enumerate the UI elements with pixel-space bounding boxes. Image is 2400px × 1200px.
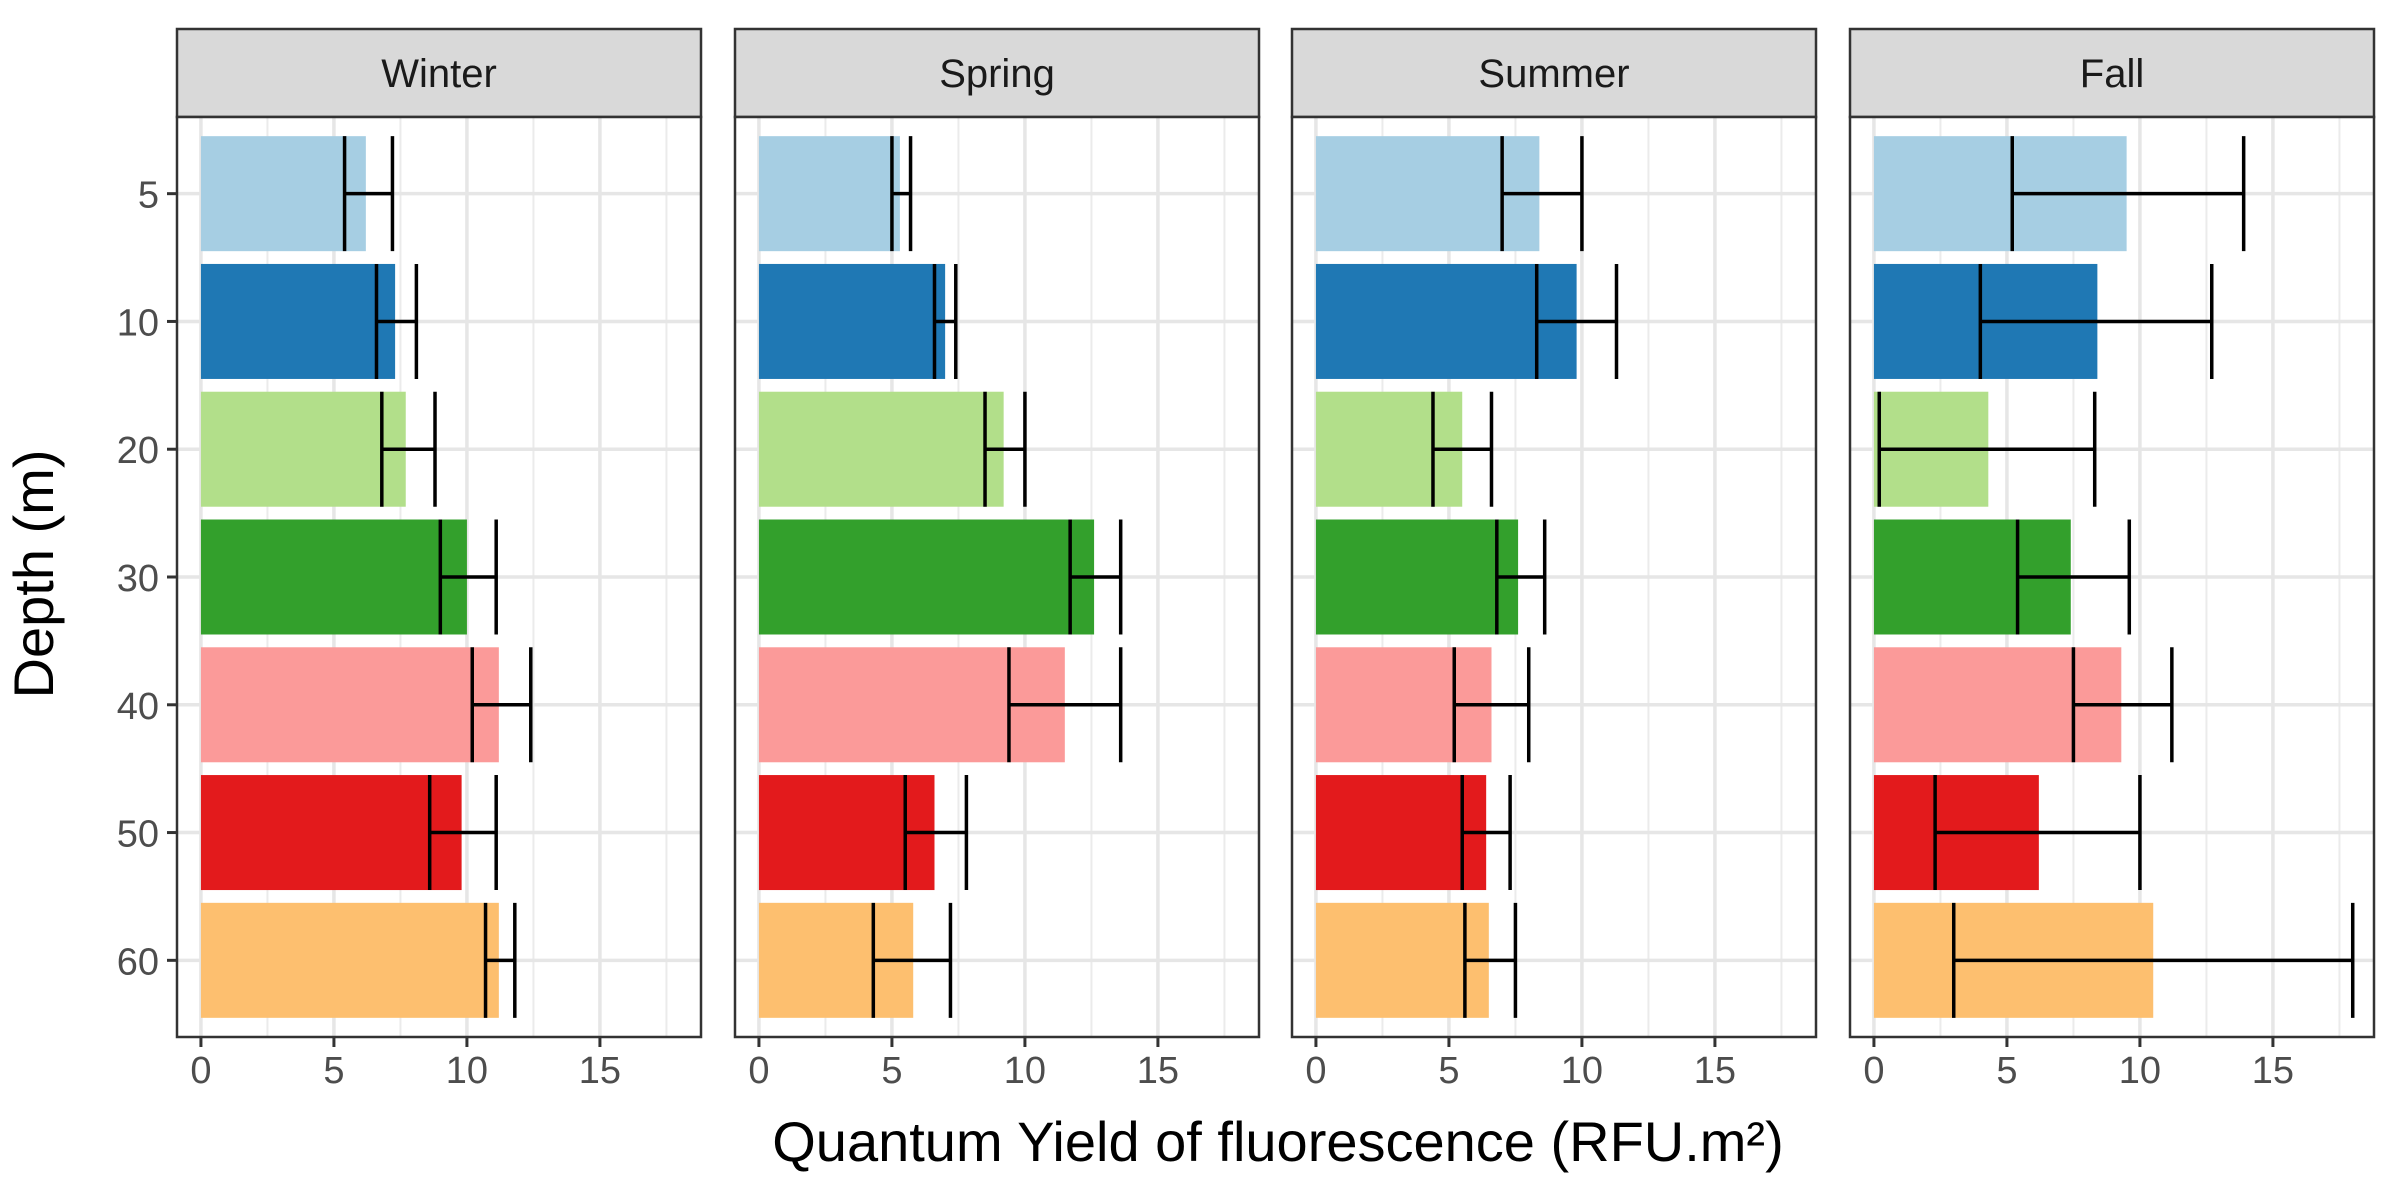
error-bar-depth-5	[890, 136, 913, 252]
bar-depth-30	[200, 519, 467, 635]
error-bar-depth-20	[983, 391, 1027, 507]
x-tick-label: 0	[748, 1050, 769, 1092]
error-bar-depth-40	[1452, 647, 1531, 763]
error-bar-depth-30	[438, 519, 498, 635]
error-bar-depth-30	[2015, 519, 2132, 635]
bar-depth-10	[1315, 263, 1577, 379]
y-tick-label: 50	[117, 814, 159, 856]
bar-depth-50	[1315, 775, 1487, 891]
facet-label: Winter	[381, 52, 497, 96]
panel-border	[1848, 115, 2376, 1039]
error-bar-depth-40	[1007, 647, 1123, 763]
bar-depth-50	[200, 775, 462, 891]
x-tick-label: 15	[579, 1050, 621, 1092]
y-tick-label: 30	[117, 558, 159, 600]
x-tick-label: 0	[1863, 1050, 1884, 1092]
error-bar-depth-60	[1951, 902, 2355, 1018]
error-bar-depth-50	[903, 775, 969, 891]
error-bar-depth-5	[2010, 136, 2246, 252]
error-bar-depth-40	[2071, 647, 2174, 763]
bar-depth-40	[200, 647, 499, 763]
error-bar-depth-50	[427, 775, 498, 891]
bar-depth-30	[1315, 519, 1519, 635]
bar-depth-60	[1315, 902, 1489, 1018]
x-tick-label: 10	[1004, 1050, 1046, 1092]
error-bar-depth-50	[1460, 775, 1512, 891]
error-bar-depth-40	[470, 647, 533, 763]
error-bar-depth-60	[1463, 902, 1518, 1018]
bar-depth-10	[758, 263, 946, 379]
bar-depth-20	[200, 391, 406, 507]
facet-strip	[733, 27, 1261, 119]
x-tick-label: 15	[1137, 1050, 1179, 1092]
y-tick-label: 20	[117, 430, 159, 472]
facet-label: Summer	[1478, 52, 1629, 96]
error-bar-depth-20	[1431, 391, 1494, 507]
panel-winter: Winter 0 5 10 15	[175, 27, 703, 1092]
x-tick-label: 15	[2252, 1050, 2294, 1092]
x-tick-label: 5	[1438, 1050, 1459, 1092]
error-bar-depth-20	[380, 391, 437, 507]
error-bar-depth-10	[1978, 263, 2214, 379]
error-bar-depth-50	[1933, 775, 2142, 891]
error-bar-depth-60	[483, 902, 517, 1018]
y-tick-label: 5	[138, 175, 159, 217]
error-bar-depth-10	[932, 263, 958, 379]
bar-depth-30	[758, 519, 1095, 635]
x-tick-label: 5	[1996, 1050, 2017, 1092]
y-axis: 5 10 20 30 40 50 60	[117, 175, 177, 983]
x-tick-label: 0	[190, 1050, 211, 1092]
bar-depth-10	[200, 263, 396, 379]
error-bar-depth-10	[1534, 263, 1619, 379]
panel-spring: Spring 0 5 10 15	[733, 27, 1261, 1092]
error-bar-depth-30	[1495, 519, 1547, 635]
x-tick-label: 10	[2119, 1050, 2161, 1092]
error-bar-depth-60	[871, 902, 953, 1018]
facet-strip	[175, 27, 703, 119]
bar-depth-20	[758, 391, 1004, 507]
x-tick-label: 15	[1694, 1050, 1736, 1092]
y-tick-label: 10	[117, 302, 159, 344]
error-bar-depth-5	[342, 136, 395, 252]
facet-label: Spring	[939, 52, 1055, 96]
x-tick-label: 0	[1305, 1050, 1326, 1092]
panel-border	[733, 115, 1261, 1039]
y-tick-label: 40	[117, 686, 159, 728]
x-tick-label: 10	[1561, 1050, 1603, 1092]
panel-summer: Summer 0 5 10 15	[1290, 27, 1818, 1092]
x-tick-label: 5	[881, 1050, 902, 1092]
x-tick-label: 5	[323, 1050, 344, 1092]
x-tick-label: 10	[446, 1050, 488, 1092]
error-bar-depth-5	[1500, 136, 1584, 252]
bar-depth-5	[200, 136, 366, 252]
bar-depth-60	[200, 902, 499, 1018]
y-tick-label: 60	[117, 941, 159, 983]
panel-border	[1290, 115, 1818, 1039]
facet-label: Fall	[2080, 52, 2144, 96]
panel-fall: Fall 0 5 10 15	[1848, 27, 2376, 1092]
facet-strip	[1290, 27, 1818, 119]
error-bar-depth-30	[1068, 519, 1123, 635]
bar-depth-5	[758, 136, 900, 252]
error-bar-depth-20	[1877, 391, 2097, 507]
x-axis-title: Quantum Yield of fluorescence (RFU.m²)	[772, 1110, 1783, 1173]
y-axis-title: Depth (m)	[2, 450, 65, 699]
error-bar-depth-10	[374, 263, 419, 379]
